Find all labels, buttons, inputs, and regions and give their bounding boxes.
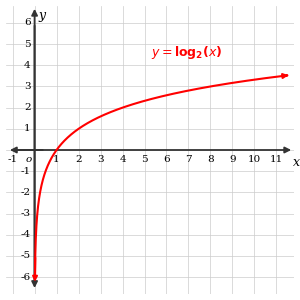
Text: 9: 9	[229, 155, 236, 164]
Text: 7: 7	[185, 155, 192, 164]
Text: 6: 6	[24, 18, 31, 27]
Text: y: y	[38, 9, 46, 22]
Text: -5: -5	[20, 251, 31, 260]
Text: -1: -1	[20, 167, 31, 176]
Text: 11: 11	[270, 155, 283, 164]
Text: 6: 6	[163, 155, 170, 164]
Text: 8: 8	[207, 155, 214, 164]
Text: 10: 10	[248, 155, 261, 164]
Text: 5: 5	[141, 155, 148, 164]
Text: 1: 1	[24, 124, 31, 133]
Text: 2: 2	[24, 103, 31, 112]
Text: 3: 3	[97, 155, 104, 164]
Text: -4: -4	[20, 230, 31, 239]
Text: 4: 4	[119, 155, 126, 164]
Text: o: o	[26, 155, 32, 164]
Text: $\mathit{y} = \mathbf{log_2(\mathit{x})}$: $\mathit{y} = \mathbf{log_2(\mathit{x})}…	[151, 44, 222, 61]
Text: 3: 3	[24, 82, 31, 91]
Text: -6: -6	[20, 273, 31, 282]
Text: x: x	[293, 156, 300, 169]
Text: 2: 2	[75, 155, 82, 164]
Text: -1: -1	[8, 155, 18, 164]
Text: 1: 1	[53, 155, 60, 164]
Text: 5: 5	[24, 40, 31, 49]
Text: -3: -3	[20, 209, 31, 218]
Text: 4: 4	[24, 61, 31, 70]
Text: -2: -2	[20, 188, 31, 197]
